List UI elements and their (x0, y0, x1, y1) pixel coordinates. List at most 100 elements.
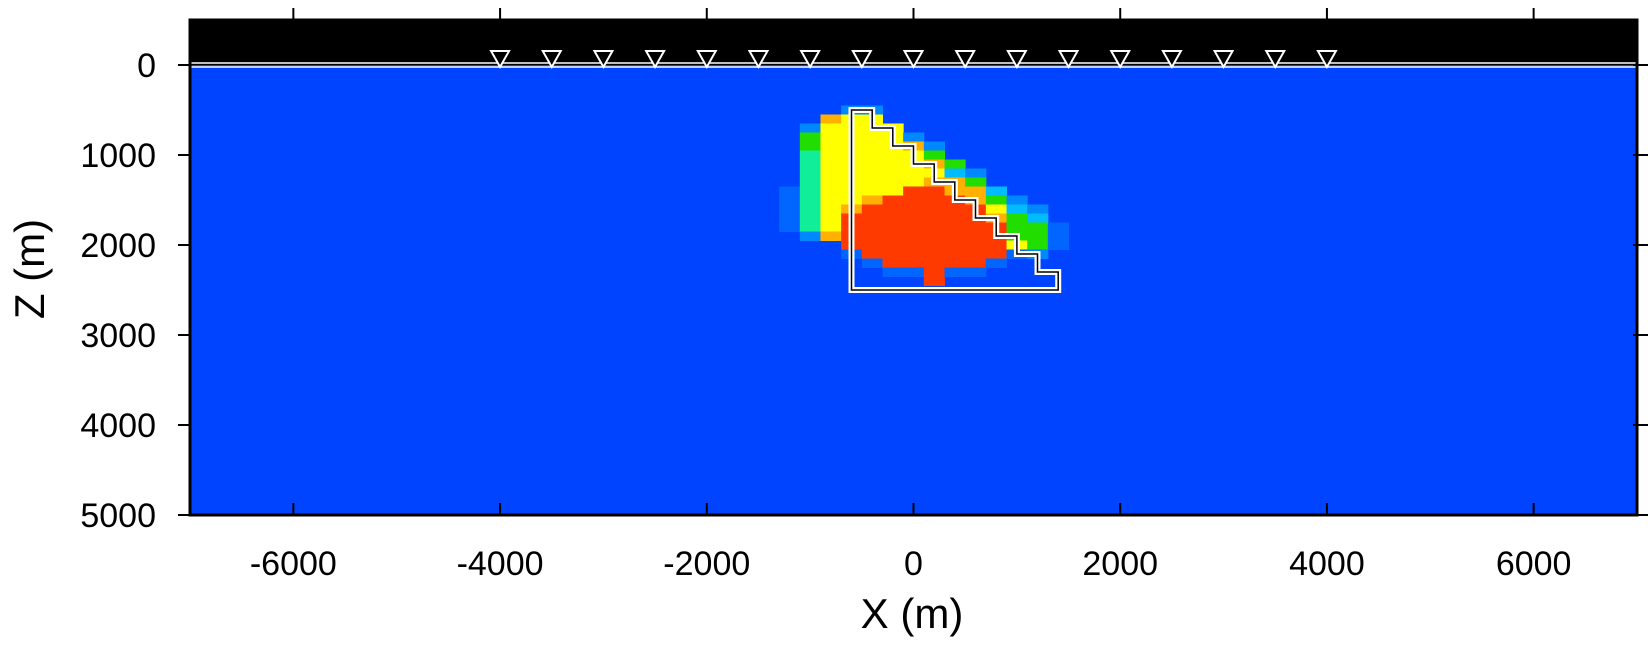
true-body-outline (848, 107, 1062, 293)
receiver-marker (1109, 50, 1131, 70)
anomaly-cell (985, 195, 1008, 205)
anomaly-cell (923, 186, 946, 196)
anomaly-cell (1047, 231, 1070, 241)
anomaly-cell (882, 258, 904, 268)
anomaly-cell (882, 150, 904, 160)
anomaly-cell (965, 240, 987, 250)
y-tick-label: 4000 (80, 407, 156, 445)
anomaly-cell (779, 222, 801, 232)
anomaly-cell (882, 267, 904, 277)
anomaly-cell (923, 258, 946, 268)
y-tick-label: 0 (137, 47, 156, 85)
receiver-marker (799, 50, 821, 70)
anomaly-cell (820, 222, 842, 232)
anomaly-cell (861, 222, 883, 232)
anomaly-cell (861, 177, 883, 187)
anomaly-cell (944, 267, 966, 277)
anomaly-cell (944, 204, 966, 214)
receiver-marker (1212, 50, 1235, 70)
anomaly-cell (923, 231, 946, 241)
anomaly-cell (923, 240, 946, 250)
x-tick-label: -4000 (457, 545, 544, 583)
x-tick-label: 2000 (1082, 545, 1158, 583)
anomaly-cell (923, 195, 946, 205)
anomaly-cell (861, 258, 883, 268)
anomaly-cell (985, 249, 1008, 259)
anomaly-cell (779, 204, 801, 214)
receiver-marker (1057, 50, 1080, 70)
anomaly-cell (903, 258, 925, 268)
anomaly-cell (820, 132, 842, 142)
anomaly-cell (861, 240, 883, 250)
anomaly-cell (903, 240, 925, 250)
anomaly-cell (1047, 240, 1070, 250)
anomaly-cell (1006, 204, 1028, 214)
anomaly-cell (882, 231, 904, 241)
anomaly-cell (799, 231, 821, 241)
anomaly-cell (985, 258, 1008, 268)
anomaly-cell (861, 231, 883, 241)
anomaly-cell (1027, 240, 1049, 250)
x-tick-label: 0 (904, 545, 923, 583)
anomaly-cell (820, 186, 842, 196)
anomaly-cell (799, 195, 821, 205)
anomaly-cell (882, 186, 904, 196)
receiver-marker (1316, 50, 1338, 70)
y-tick-label: 5000 (80, 497, 156, 535)
anomaly-cell (861, 249, 883, 259)
anomaly-cell (903, 177, 925, 187)
anomaly-cell (923, 150, 946, 160)
anomaly-cell (1006, 213, 1028, 223)
x-tick-label: 6000 (1496, 545, 1572, 583)
anomaly-cell (820, 114, 842, 124)
anomaly-cell (779, 186, 801, 196)
y-tick-label: 3000 (80, 317, 156, 355)
anomaly-cell (965, 186, 987, 196)
receiver-marker (747, 50, 770, 70)
anomaly-cell (799, 186, 821, 196)
anomaly-cell (923, 267, 946, 277)
anomaly-cell (799, 123, 821, 133)
anomaly-cell (882, 249, 904, 259)
anomaly-cell (799, 132, 821, 142)
anomaly-cell (923, 204, 946, 214)
anomaly-cell (985, 186, 1008, 196)
anomaly-cell (861, 213, 883, 223)
y-tick-label: 2000 (80, 227, 156, 265)
anomaly-cell (820, 213, 842, 223)
anomaly-cell (903, 186, 925, 196)
anomaly-cell (799, 150, 821, 160)
anomaly-cell (903, 267, 925, 277)
anomaly-cell (861, 150, 883, 160)
anomaly-cell (965, 168, 987, 178)
anomaly-cell (944, 222, 966, 232)
anomaly-cell (820, 195, 842, 205)
receiver-marker (696, 50, 718, 70)
anomaly-cell (923, 222, 946, 232)
receivers-layer (489, 50, 1338, 70)
anomaly-cell (944, 168, 966, 178)
anomaly-cell (799, 168, 821, 178)
anomaly-cell (820, 204, 842, 214)
anomaly-cell (820, 159, 842, 169)
anomaly-cell (882, 159, 904, 169)
anomaly-cell (965, 249, 987, 259)
anomaly-cell (903, 213, 925, 223)
x-axis-label: X (m) (861, 590, 964, 637)
anomaly-cell (1006, 195, 1028, 205)
y-tick-label: 1000 (80, 137, 156, 175)
anomaly-cell (944, 159, 966, 169)
receiver-marker (851, 50, 873, 70)
receiver-marker (541, 50, 563, 70)
anomaly-cell (903, 222, 925, 232)
receiver-marker (954, 50, 976, 70)
anomaly-cell (820, 168, 842, 178)
anomaly-cell (1027, 231, 1049, 241)
anomaly-cell (820, 177, 842, 187)
anomaly-cell (861, 186, 883, 196)
anomaly-cell (944, 231, 966, 241)
receiver-marker (1161, 50, 1183, 70)
anomaly-cell (882, 222, 904, 232)
x-tick-label: -2000 (663, 545, 750, 583)
anomaly-cell (985, 204, 1008, 214)
